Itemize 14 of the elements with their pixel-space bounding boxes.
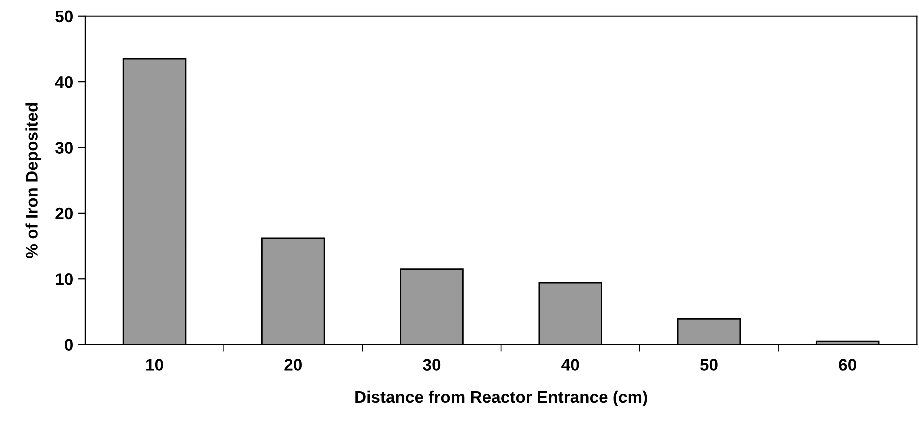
x-axis-title: Distance from Reactor Entrance (cm) [356,390,648,406]
y-axis-title: % of Iron Deposited [26,103,42,258]
y-tick-label: 40 [55,76,73,88]
y-tick-label: 30 [56,142,73,154]
x-tick-label: 50 [700,359,718,371]
x-tick-label: 10 [146,359,164,371]
y-tick-label: 50 [56,10,73,23]
x-tick-label: 30 [423,359,441,371]
x-tick-label: 20 [284,359,302,371]
x-tick-label: 40 [562,359,580,371]
y-tick-label: 20 [56,208,73,220]
y-tick-label: 0 [65,339,73,352]
y-tick-label: 10 [56,274,73,286]
x-tick-label: 60 [839,359,856,371]
